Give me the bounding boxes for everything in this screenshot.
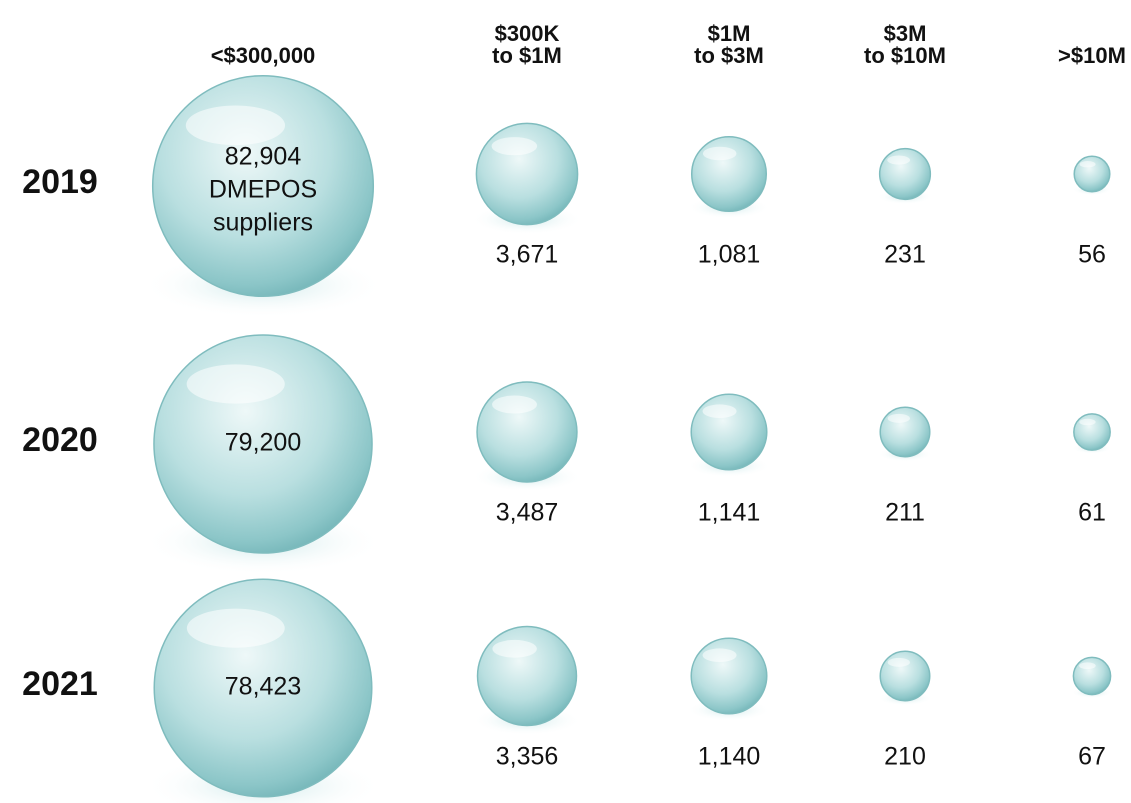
bubble-highlight [1078, 662, 1096, 670]
bubble-highlight [887, 657, 910, 667]
bubble-highlight [887, 155, 911, 165]
bubble-highlight [491, 137, 538, 156]
bubble [690, 135, 768, 213]
bubble [879, 406, 931, 458]
value-label: 3,671 [496, 241, 559, 269]
bubble [1072, 656, 1112, 696]
bubble [879, 650, 931, 702]
value-label: 79,200 [225, 429, 301, 457]
column-header: to $3M [694, 43, 764, 68]
year-label: 2019 [22, 163, 98, 201]
bubble-highlight [492, 395, 537, 414]
bubble-highlight [492, 639, 537, 658]
bubble-highlight [185, 105, 286, 146]
value-label: 3,356 [496, 743, 559, 771]
bubble-highlight [1079, 161, 1096, 168]
bubble [475, 122, 579, 226]
bubble-highlight [702, 648, 737, 663]
bubble [476, 625, 578, 727]
column-header: <$300,000 [211, 43, 316, 68]
value-label: 1,140 [698, 743, 761, 771]
value-label: 82,904 [225, 143, 302, 171]
column-header: to $10M [864, 43, 946, 68]
bubble [878, 147, 932, 201]
bubble-highlight [702, 146, 737, 161]
value-label: 61 [1078, 499, 1106, 527]
year-label: 2021 [22, 665, 98, 703]
bubble [1073, 155, 1111, 193]
value-label: 56 [1078, 241, 1106, 269]
column-header: $3M [884, 21, 927, 46]
year-label: 2020 [22, 421, 98, 459]
bubble [476, 381, 578, 483]
bubble [1073, 413, 1111, 451]
bubble-highlight [1079, 418, 1096, 426]
bubble [690, 637, 768, 715]
bubble-highlight [702, 404, 737, 419]
bubble-highlight [186, 364, 285, 404]
bubble [690, 393, 768, 471]
column-header: >$10M [1058, 43, 1126, 68]
annotation: suppliers [213, 209, 313, 237]
value-label: 1,081 [698, 241, 761, 269]
bubble-highlight [887, 413, 910, 423]
annotation: DMEPOS [209, 176, 317, 204]
value-label: 211 [885, 499, 925, 527]
value-label: 231 [884, 241, 926, 269]
bubble-highlight [186, 608, 285, 648]
value-label: 78,423 [225, 673, 301, 701]
value-label: 1,141 [698, 499, 761, 527]
value-label: 210 [884, 743, 926, 771]
value-label: 67 [1078, 743, 1106, 771]
column-header: to $1M [492, 43, 562, 68]
column-header: $300K [495, 21, 560, 46]
column-header: $1M [708, 21, 751, 46]
value-label: 3,487 [496, 499, 559, 527]
